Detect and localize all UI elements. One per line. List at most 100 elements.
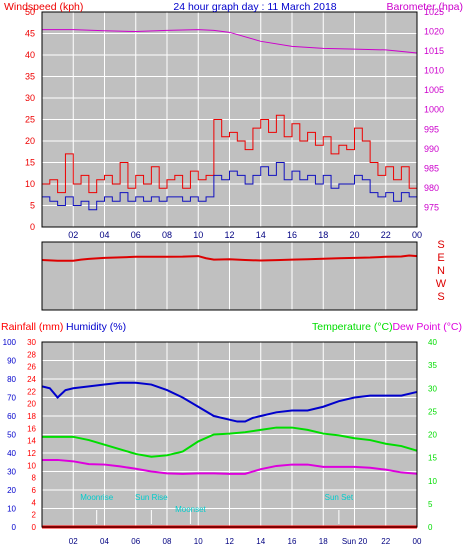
humidity-y-tick-label: 0 bbox=[12, 523, 17, 532]
temperature-y-tick-label: 30 bbox=[428, 384, 437, 393]
wind-x-tick-label: 06 bbox=[131, 230, 141, 240]
weather-x-tick-label: 08 bbox=[163, 537, 172, 546]
temperature-y-tick-label: 20 bbox=[428, 431, 437, 440]
humidity-y-tick-label: 40 bbox=[7, 449, 16, 458]
wind-y-tick-label: 35 bbox=[25, 72, 35, 82]
weather-x-tick-label: 04 bbox=[100, 537, 109, 546]
barometer-series-line bbox=[42, 29, 418, 54]
rainfall-axis-title: Rainfall (mm) bbox=[1, 321, 63, 333]
barometer-y-tick-label: 1025 bbox=[424, 7, 444, 17]
barometer-y-tick-label: 1015 bbox=[424, 46, 444, 56]
wind-axis-title: Windspeed (kph) bbox=[4, 1, 83, 13]
wind-x-tick-label: 10 bbox=[193, 230, 203, 240]
humidity-y-tick-label: 90 bbox=[7, 357, 16, 366]
weather-x-tick-label: 18 bbox=[319, 537, 328, 546]
rainfall-y-tick-label: 30 bbox=[27, 338, 36, 347]
humidity-series-line bbox=[41, 381, 418, 423]
direction-label: E bbox=[437, 252, 444, 264]
direction-label: N bbox=[437, 265, 445, 277]
direction-label: S bbox=[437, 291, 444, 303]
barometer-y-tick-label: 975 bbox=[424, 202, 439, 212]
weather-x-tick-label: Sun 20 bbox=[342, 537, 368, 546]
weather-x-tick-label: 02 bbox=[69, 537, 78, 546]
rainfall-y-tick-label: 10 bbox=[27, 461, 36, 470]
wind-y-tick-label: 40 bbox=[25, 50, 35, 60]
temperature-axis-title: Temperature (°C) bbox=[312, 321, 393, 333]
wind-x-tick-label: 08 bbox=[162, 230, 172, 240]
direction-plot-border bbox=[41, 241, 418, 311]
weather-plot-border bbox=[41, 341, 418, 528]
barometer-y-tick-label: 985 bbox=[424, 163, 439, 173]
wind-x-tick-label: 00 bbox=[412, 230, 422, 240]
weather-x-tick-label: 22 bbox=[381, 537, 390, 546]
temperature-y-tick-label: 5 bbox=[428, 500, 433, 509]
temperature-y-tick-label: 40 bbox=[428, 338, 437, 347]
direction-label: S bbox=[437, 239, 444, 251]
annotation-label: Moonset bbox=[175, 505, 206, 514]
weather-x-tick-label: 00 bbox=[413, 537, 422, 546]
humidity-y-tick-label: 80 bbox=[7, 375, 16, 384]
barometer-axis-title: Barometer (hpa) bbox=[387, 1, 463, 13]
rainfall-y-tick-label: 26 bbox=[27, 363, 36, 372]
wind-y-tick-label: 30 bbox=[25, 93, 35, 103]
wind-x-tick-label: 02 bbox=[68, 230, 78, 240]
wind-y-tick-label: 25 bbox=[25, 115, 35, 125]
wind-x-tick-label: 18 bbox=[318, 230, 328, 240]
wind-y-tick-label: 5 bbox=[30, 201, 35, 211]
weather-x-tick-label: 10 bbox=[194, 537, 203, 546]
temperature-y-tick-label: 15 bbox=[428, 454, 437, 463]
rainfall-y-tick-label: 20 bbox=[27, 400, 36, 409]
temperature-y-tick-label: 25 bbox=[428, 407, 437, 416]
humidity-axis-title: Humidity (%) bbox=[66, 321, 126, 333]
wind-x-tick-label: 22 bbox=[381, 230, 391, 240]
rainfall-y-tick-label: 14 bbox=[27, 437, 36, 446]
temperature-y-tick-label: 0 bbox=[428, 523, 433, 532]
annotation-label: Moonrise bbox=[80, 493, 113, 502]
chart-title: 24 hour graph day : 11 March 2018 bbox=[173, 1, 336, 13]
humidity-y-tick-label: 10 bbox=[7, 505, 16, 514]
wind-y-tick-label: 15 bbox=[25, 158, 35, 168]
rainfall-y-tick-label: 16 bbox=[27, 424, 36, 433]
wind-direction-series-line bbox=[41, 254, 418, 262]
humidity-y-tick-label: 20 bbox=[7, 486, 16, 495]
barometer-y-tick-label: 1005 bbox=[424, 85, 444, 95]
rainfall-y-tick-label: 6 bbox=[32, 486, 37, 495]
barometer-y-tick-label: 1020 bbox=[424, 27, 444, 37]
wind-x-tick-label: 20 bbox=[349, 230, 359, 240]
windspeed-series-line bbox=[42, 114, 418, 194]
temperature-y-tick-label: 35 bbox=[428, 361, 437, 370]
wind-y-tick-label: 10 bbox=[25, 179, 35, 189]
rainfall-y-tick-label: 12 bbox=[27, 449, 36, 458]
barometer-y-tick-label: 1010 bbox=[424, 66, 444, 76]
rainfall-y-tick-label: 18 bbox=[27, 412, 36, 421]
weather-x-tick-label: 14 bbox=[256, 537, 265, 546]
humidity-y-tick-label: 50 bbox=[7, 431, 16, 440]
humidity-y-tick-label: 100 bbox=[3, 338, 17, 347]
wind-y-tick-label: 45 bbox=[25, 29, 35, 39]
temperature-series-line bbox=[42, 426, 418, 458]
wind-x-tick-label: 12 bbox=[224, 230, 234, 240]
humidity-y-tick-label: 30 bbox=[7, 468, 16, 477]
wind-x-tick-label: 16 bbox=[287, 230, 297, 240]
humidity-y-tick-label: 60 bbox=[7, 412, 16, 421]
wind-y-tick-label: 20 bbox=[25, 136, 35, 146]
rainfall-y-tick-label: 8 bbox=[32, 474, 37, 483]
weather-x-tick-label: 06 bbox=[131, 537, 140, 546]
rainfall-y-tick-label: 22 bbox=[27, 387, 36, 396]
wind-x-tick-label: 14 bbox=[256, 230, 266, 240]
barometer-y-tick-label: 990 bbox=[424, 144, 439, 154]
barometer-y-tick-label: 980 bbox=[424, 183, 439, 193]
dewpoint-axis-title: Dew Point (°C) bbox=[392, 321, 462, 333]
wind-y-tick-label: 50 bbox=[25, 7, 35, 17]
annotation-label: Sun Rise bbox=[135, 493, 168, 502]
wind-x-tick-label: 04 bbox=[99, 230, 109, 240]
temperature-y-tick-label: 10 bbox=[428, 477, 437, 486]
weather-x-tick-label: 12 bbox=[225, 537, 234, 546]
rainfall-y-tick-label: 24 bbox=[27, 375, 36, 384]
dewpoint-series-line bbox=[42, 458, 418, 475]
direction-label: W bbox=[436, 278, 447, 290]
rainfall-y-tick-label: 0 bbox=[32, 523, 37, 532]
rainfall-y-tick-label: 28 bbox=[27, 350, 36, 359]
wind-plot-border bbox=[41, 11, 418, 228]
rainfall-y-tick-label: 2 bbox=[32, 511, 37, 520]
